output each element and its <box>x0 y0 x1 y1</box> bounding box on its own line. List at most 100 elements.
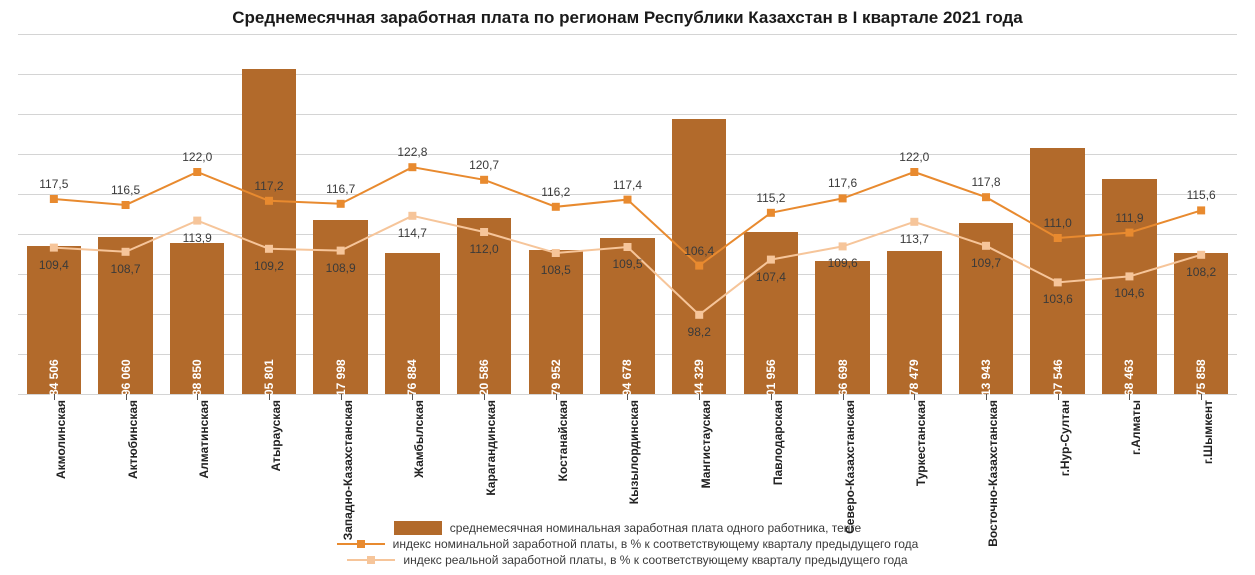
real-index-label: 109,4 <box>39 258 69 272</box>
x-axis-label: Атырауская <box>269 400 283 471</box>
nominal-index-label: 117,8 <box>971 175 1000 189</box>
real-index-label: 103,6 <box>1043 292 1073 306</box>
legend: среднемесячная номинальная заработная пл… <box>0 521 1255 567</box>
x-axis-label: Костанайская <box>556 400 570 481</box>
x-axis-label: Западно-Казахстанская <box>341 400 355 540</box>
x-slot: Акмолинская <box>18 394 90 519</box>
nominal-index-label: 122,0 <box>899 150 929 164</box>
bar-slot: 201 956 <box>735 34 807 394</box>
x-slot: Восточно-Казахстанская <box>950 394 1022 519</box>
real-index-label: 108,5 <box>541 263 571 277</box>
bar: 166 698 <box>815 261 869 394</box>
bar-slot: 405 801 <box>233 34 305 394</box>
nominal-index-label: 122,0 <box>182 150 212 164</box>
nominal-index-label: 122,8 <box>397 145 427 159</box>
x-slot: Жамбылская <box>377 394 449 519</box>
nominal-index-label: 116,7 <box>326 182 355 196</box>
x-axis-label: г.Шымкент <box>1201 400 1215 464</box>
real-index-label: 114,7 <box>398 226 427 240</box>
x-axis-label: Павлодарская <box>771 400 785 485</box>
nominal-index-label: 117,5 <box>39 177 68 191</box>
real-index-label: 112,0 <box>470 242 499 256</box>
x-axis-label: г.Алматы <box>1129 400 1143 455</box>
real-index-label: 108,7 <box>111 262 141 276</box>
x-slot: Актюбинская <box>90 394 162 519</box>
bar-slot: 196 060 <box>90 34 162 394</box>
nominal-index-label: 116,2 <box>541 185 570 199</box>
x-slot: г.Нур-Султан <box>1022 394 1094 519</box>
x-axis-label: Восточно-Казахстанская <box>986 400 1000 547</box>
legend-label: индекс номинальной заработной платы, в %… <box>393 537 919 551</box>
x-slot: Северо-Казахстанская <box>807 394 879 519</box>
bar-slot: 184 506 <box>18 34 90 394</box>
real-index-label: 113,9 <box>183 231 212 245</box>
real-index-label: 104,6 <box>1114 286 1144 300</box>
bar: 307 546 <box>1030 148 1084 394</box>
real-index-label: 109,2 <box>254 259 284 273</box>
x-axis-label: Мангистауская <box>699 400 713 488</box>
x-axis: Акмолинская Актюбинская Алматинская Атыраус… <box>18 394 1237 519</box>
x-axis-label: Северо-Казахстанская <box>843 400 857 534</box>
bar: 176 884 <box>385 253 439 395</box>
real-index-label: 108,9 <box>326 261 356 275</box>
x-slot: Западно-Казахстанская <box>305 394 377 519</box>
x-slot: Карагандинская <box>448 394 520 519</box>
legend-item: индекс реальной заработной платы, в % к … <box>347 553 907 567</box>
legend-label: индекс реальной заработной платы, в % к … <box>403 553 907 567</box>
chart-container: Среднемесячная заработная плата по регио… <box>0 0 1255 567</box>
legend-item: среднемесячная номинальная заработная пл… <box>394 521 861 535</box>
nominal-index-label: 111,0 <box>1044 216 1072 230</box>
nominal-index-label: 117,6 <box>828 176 857 190</box>
x-slot: Туркестанская <box>878 394 950 519</box>
bar: 188 850 <box>170 243 224 394</box>
legend-swatch-line <box>337 537 385 551</box>
bar: 178 479 <box>887 251 941 394</box>
real-index-label: 113,7 <box>900 232 929 246</box>
legend-label: среднемесячная номинальная заработная пл… <box>450 521 861 535</box>
x-slot: Костанайская <box>520 394 592 519</box>
bar-slot: 166 698 <box>807 34 879 394</box>
bar: 213 943 <box>959 223 1013 394</box>
bar-slot: 175 858 <box>1165 34 1237 394</box>
nominal-index-label: 120,7 <box>469 158 499 172</box>
x-axis-label: Карагандинская <box>484 400 498 496</box>
real-index-label: 109,6 <box>828 256 858 270</box>
real-index-label: 109,7 <box>971 256 1001 270</box>
x-axis-label: Актюбинская <box>126 400 140 479</box>
nominal-index-label: 115,6 <box>1187 188 1216 202</box>
bar-slot: 194 678 <box>592 34 664 394</box>
x-slot: Кызылординская <box>592 394 664 519</box>
nominal-index-label: 116,5 <box>111 183 140 197</box>
x-axis-label: Акмолинская <box>54 400 68 479</box>
nominal-index-label: 117,2 <box>254 179 283 193</box>
bar-slot: 344 329 <box>663 34 735 394</box>
x-axis-label: Жамбылская <box>412 400 426 478</box>
x-slot: г.Шымкент <box>1165 394 1237 519</box>
legend-swatch-line <box>347 553 395 567</box>
x-slot: Алматинская <box>161 394 233 519</box>
bar-slot: 307 546 <box>1022 34 1094 394</box>
bar: 217 998 <box>313 220 367 394</box>
x-slot: г.Алматы <box>1094 394 1166 519</box>
nominal-index-label: 111,9 <box>1115 211 1143 225</box>
bar: 405 801 <box>242 69 296 394</box>
x-axis-label: Кызылординская <box>627 400 641 504</box>
real-index-label: 98,2 <box>688 325 711 339</box>
legend-item: индекс номинальной заработной платы, в %… <box>337 537 919 551</box>
nominal-index-label: 115,2 <box>756 191 785 205</box>
x-slot: Павлодарская <box>735 394 807 519</box>
bar: 196 060 <box>98 237 152 394</box>
legend-swatch-bar <box>394 521 442 535</box>
bar-slot: 176 884 <box>377 34 449 394</box>
bar-slot: 213 943 <box>950 34 1022 394</box>
bar: 201 956 <box>744 232 798 394</box>
real-index-label: 107,4 <box>756 270 786 284</box>
bar-slot: 217 998 <box>305 34 377 394</box>
chart-title: Среднемесячная заработная плата по регио… <box>0 0 1255 34</box>
x-axis-label: Туркестанская <box>914 400 928 486</box>
x-axis-label: г.Нур-Султан <box>1058 400 1072 476</box>
x-axis-label: Алматинская <box>197 400 211 479</box>
nominal-index-label: 117,4 <box>613 178 642 192</box>
real-index-label: 109,5 <box>612 257 642 271</box>
bar-slot: 178 479 <box>878 34 950 394</box>
